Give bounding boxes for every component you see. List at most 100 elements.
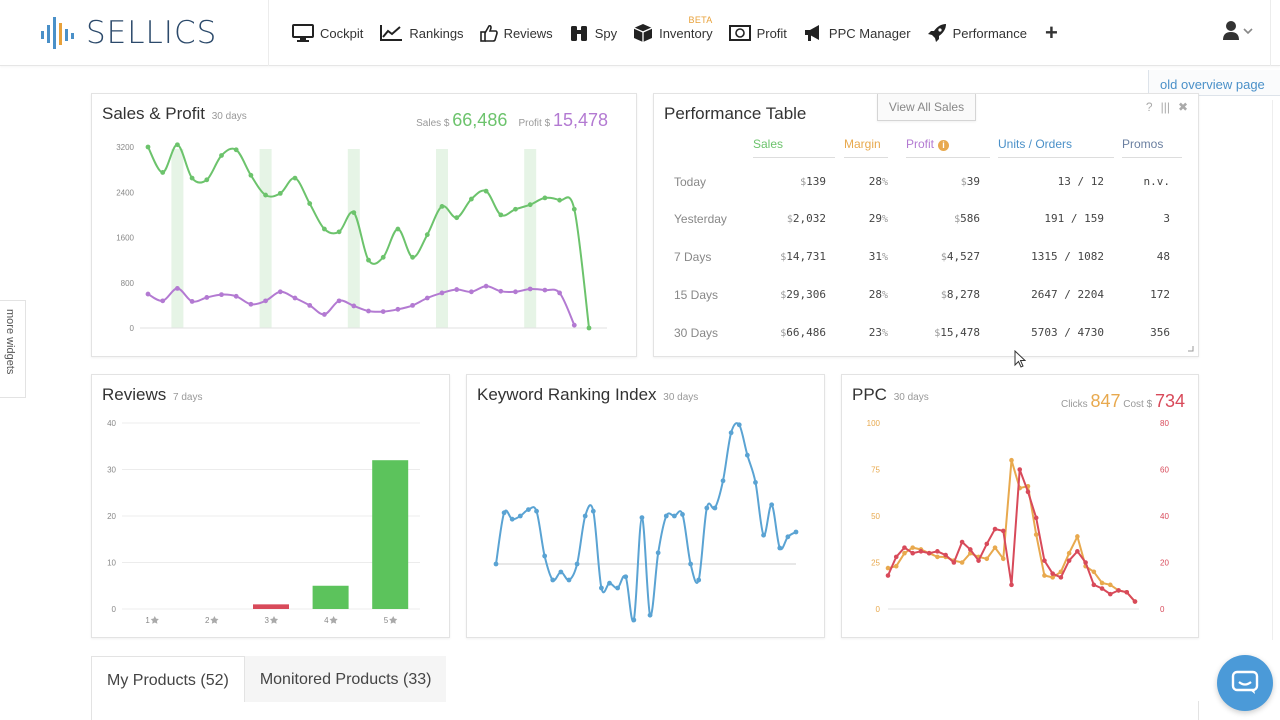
column-header-promos[interactable]: Promos — [1122, 137, 1182, 158]
close-icon[interactable]: ✖ — [1177, 100, 1188, 114]
data-point — [542, 287, 548, 293]
data-point — [1009, 582, 1014, 588]
nav-item-performance[interactable]: Performance — [919, 0, 1035, 66]
x-tick-label: 4 — [324, 616, 329, 625]
data-point — [454, 287, 460, 292]
data-point — [542, 553, 548, 559]
sales-profit-kpis: Sales $ 66,486 Profit $ 15,478 — [416, 110, 608, 131]
highlight-band — [524, 149, 537, 328]
highlight-band — [347, 149, 360, 328]
nav-label: Profit — [756, 25, 787, 41]
nav-item-inventory[interactable]: Inventory BETA — [625, 0, 720, 66]
bar — [312, 585, 349, 609]
data-point — [688, 561, 693, 567]
data-point — [902, 545, 907, 550]
data-point — [926, 550, 932, 556]
performance-table-widget: Performance Table View All Sales ? ||| ✖… — [653, 93, 1199, 357]
data-point — [704, 505, 710, 511]
y-tick-label: 3200 — [116, 143, 134, 152]
data-point — [943, 552, 948, 558]
column-header-label: Profit — [906, 137, 935, 151]
nav-item-ppc-manager[interactable]: PPC Manager — [795, 0, 919, 66]
bar — [372, 460, 409, 609]
nav-item-rankings[interactable]: Rankings — [371, 0, 471, 66]
rocket-icon — [927, 24, 946, 42]
column-header-label: Units / Orders — [998, 137, 1073, 151]
sales-profit-period: 30 days — [211, 111, 247, 122]
main-nav: Cockpit Rankings Reviews Spy Inventory B… — [284, 0, 1068, 66]
megaphone-icon — [804, 25, 819, 41]
plus-icon[interactable]: + — [1045, 20, 1058, 45]
data-point — [336, 229, 342, 235]
columns-icon[interactable]: ||| — [1160, 100, 1170, 114]
y-tick-label: 10 — [107, 559, 116, 568]
data-point — [1091, 582, 1097, 588]
y-tick-label: 800 — [121, 279, 135, 288]
data-point — [623, 574, 629, 580]
old-overview-link[interactable]: old overview page — [1148, 70, 1280, 96]
data-point — [935, 554, 940, 560]
data-point — [590, 508, 596, 514]
view-all-sales-button[interactable]: View All Sales — [877, 94, 976, 121]
data-point — [550, 577, 556, 583]
data-point — [204, 295, 210, 300]
data-point — [1108, 582, 1113, 588]
help-icon[interactable]: ? — [1145, 100, 1153, 114]
data-point — [395, 306, 401, 312]
widget-title: Reviews 7 days — [102, 385, 202, 405]
data-point — [984, 541, 990, 547]
data-point — [219, 153, 224, 158]
info-icon[interactable]: i — [938, 140, 950, 151]
data-point — [785, 534, 791, 540]
data-point — [469, 289, 474, 295]
cell-units-orders: 1315 / 1082 — [1031, 250, 1104, 263]
column-header-units-orders[interactable]: Units / Orders — [998, 137, 1114, 158]
data-point — [720, 478, 726, 484]
nav-item-cockpit[interactable]: Cockpit — [284, 0, 371, 66]
reviews-chart: 0 10 20 30 40 1 2 3 4 5 — [107, 419, 420, 625]
data-point — [1033, 515, 1039, 521]
nav-item-spy[interactable]: Spy — [561, 0, 625, 66]
keyword-ranking-title: Keyword Ranking Index — [477, 385, 657, 404]
cell-promos: 172 — [1150, 288, 1170, 301]
sellics-logo[interactable]: SELLICS — [40, 14, 217, 52]
data-point — [1099, 580, 1105, 586]
nav-divider — [268, 0, 269, 66]
data-point — [793, 529, 799, 535]
more-widgets-toggle[interactable]: more widgets — [0, 300, 26, 398]
y-tick-label: 0 — [130, 324, 135, 333]
ppc-period: 30 days — [893, 392, 929, 403]
chat-button[interactable] — [1217, 655, 1273, 711]
data-point — [992, 526, 998, 532]
sales-kpi-value: 66,486 — [452, 110, 508, 130]
column-header-profit[interactable]: Profit i — [906, 137, 990, 158]
data-point — [1066, 550, 1072, 556]
data-point — [885, 565, 891, 571]
data-point — [599, 585, 604, 591]
right-y-tick-label: 60 — [1160, 466, 1169, 475]
nav-item-reviews[interactable]: Reviews — [472, 0, 561, 66]
row-label: 15 Days — [674, 288, 719, 302]
thumbs-up-icon — [479, 24, 498, 42]
column-header-label: Margin — [844, 137, 881, 151]
data-point — [1108, 591, 1113, 597]
column-header-margin[interactable]: Margin — [844, 137, 888, 158]
user-menu[interactable] — [1222, 20, 1253, 42]
data-point — [753, 480, 758, 485]
star-icon — [150, 616, 159, 624]
column-header-sales[interactable]: Sales — [753, 137, 835, 158]
resize-handle-icon[interactable] — [1188, 346, 1194, 352]
data-point — [1116, 588, 1121, 593]
data-point — [248, 301, 254, 307]
nav-item-profit[interactable]: Profit — [721, 0, 795, 66]
right-y-tick-label: 80 — [1160, 419, 1169, 428]
data-point — [582, 513, 588, 519]
tab-monitored-products[interactable]: Monitored Products (33) — [244, 656, 447, 702]
data-point — [571, 322, 577, 328]
data-point — [680, 512, 685, 517]
cost-kpi-value: 734 — [1154, 391, 1185, 411]
data-point — [380, 309, 386, 314]
tab-my-products[interactable]: My Products (52) — [91, 656, 245, 702]
cell-sales: $14,731 — [780, 250, 826, 263]
tab-panel — [91, 701, 1199, 720]
